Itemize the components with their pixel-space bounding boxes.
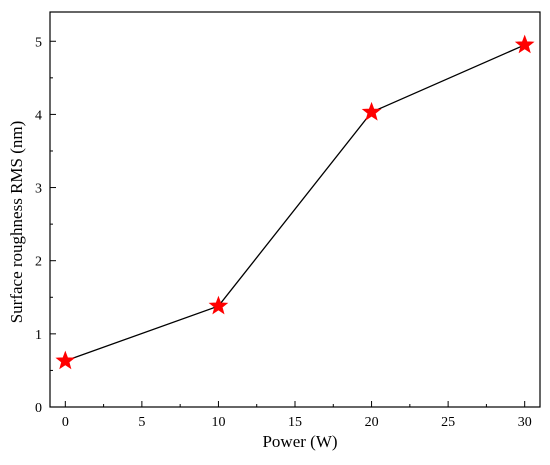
y-axis-title: Surface roughness RMS (nm) <box>7 121 26 324</box>
y-tick-label: 5 <box>35 35 42 50</box>
y-tick-label: 1 <box>35 328 42 343</box>
x-tick-label: 15 <box>288 415 302 430</box>
x-axis-title: Power (W) <box>262 432 337 451</box>
y-tick-label: 2 <box>35 255 42 270</box>
series-layer <box>55 34 535 370</box>
y-tick-label: 4 <box>35 108 42 123</box>
x-tick-label: 20 <box>365 415 379 430</box>
y-tick-label: 3 <box>35 182 42 197</box>
series-line <box>65 44 525 362</box>
data-point-star-marker <box>514 34 535 54</box>
data-point-star-marker <box>208 295 229 315</box>
y-tick-label: 0 <box>35 401 42 416</box>
x-tick-label: 25 <box>441 415 455 430</box>
data-point-star-marker <box>361 101 382 121</box>
x-tick-label: 30 <box>518 415 532 430</box>
data-point-star-marker <box>55 350 76 370</box>
x-tick-label: 0 <box>62 415 69 430</box>
x-tick-label: 10 <box>211 415 225 430</box>
axes: 0 5 10 15 20 25 30 0 1 2 3 4 5 <box>35 11 541 430</box>
x-tick-label: 5 <box>138 415 145 430</box>
